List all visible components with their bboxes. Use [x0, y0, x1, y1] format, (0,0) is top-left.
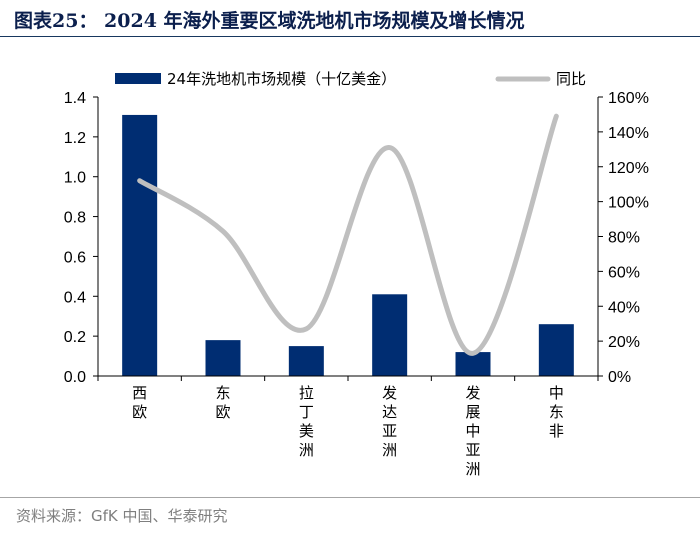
left-axis-ticks: 0.0 0.2 0.4 0.6 0.8 1.0 1.2 1.4: [64, 90, 98, 386]
category-label: 发达亚洲: [382, 384, 397, 459]
category-label: 中东非: [549, 384, 564, 440]
bar-2: [288, 346, 324, 376]
left-tick-label: 0.8: [64, 210, 86, 227]
left-tick-label: 1.0: [64, 170, 86, 187]
right-tick-label: 20%: [608, 334, 640, 351]
bar-4: [455, 352, 491, 376]
right-tick-label: 80%: [608, 230, 640, 247]
left-tick-label: 1.4: [64, 90, 86, 107]
right-tick-label: 40%: [608, 299, 640, 316]
chart: 24年洗地机市场规模（十亿美金） 同比 0.0 0.2 0.4 0.6 0.8 1.0 1.…: [64, 70, 649, 478]
right-tick-label: 60%: [608, 264, 640, 281]
legend-line-label: 同比: [556, 70, 586, 88]
bar-1: [205, 340, 241, 376]
bar-3: [372, 294, 408, 376]
category-label: 西欧: [132, 384, 147, 421]
figure-title: 图表25： 2024 年海外重要区域洗地机市场规模及增长情况: [14, 10, 525, 32]
legend: 24年洗地机市场规模（十亿美金） 同比: [115, 70, 586, 88]
right-tick-label: 100%: [608, 195, 649, 212]
left-tick-label: 0.2: [64, 329, 86, 346]
category-label: 发展中亚洲: [465, 384, 480, 478]
left-tick-label: 0.6: [64, 249, 86, 266]
right-tick-label: 140%: [608, 125, 649, 142]
right-tick-label: 0%: [608, 369, 631, 386]
source-note: 资料来源：GfK 中国、华泰研究: [16, 507, 228, 525]
bar-series: [122, 114, 574, 376]
right-axis-ticks: 0% 20% 40% 60% 80% 100% 120% 140% 160%: [598, 90, 649, 386]
category-labels: 西欧 东欧 拉丁美洲 发达亚洲 发展中亚洲 中东非: [132, 384, 564, 478]
right-tick-label: 160%: [608, 90, 649, 107]
category-label: 拉丁美洲: [299, 384, 314, 459]
legend-bar-label: 24年洗地机市场规模（十亿美金）: [167, 70, 396, 88]
legend-bar-swatch: [115, 73, 161, 84]
category-label: 东欧: [215, 384, 230, 421]
footer-divider: [0, 497, 700, 498]
left-tick-label: 1.2: [64, 130, 86, 147]
left-tick-label: 0.0: [64, 369, 86, 386]
bar-5: [538, 324, 574, 376]
bar-0: [122, 114, 158, 376]
title-divider: [0, 36, 700, 37]
yoy-line-series: [137, 113, 559, 356]
left-tick-label: 0.4: [64, 289, 86, 306]
right-tick-label: 120%: [608, 160, 649, 177]
